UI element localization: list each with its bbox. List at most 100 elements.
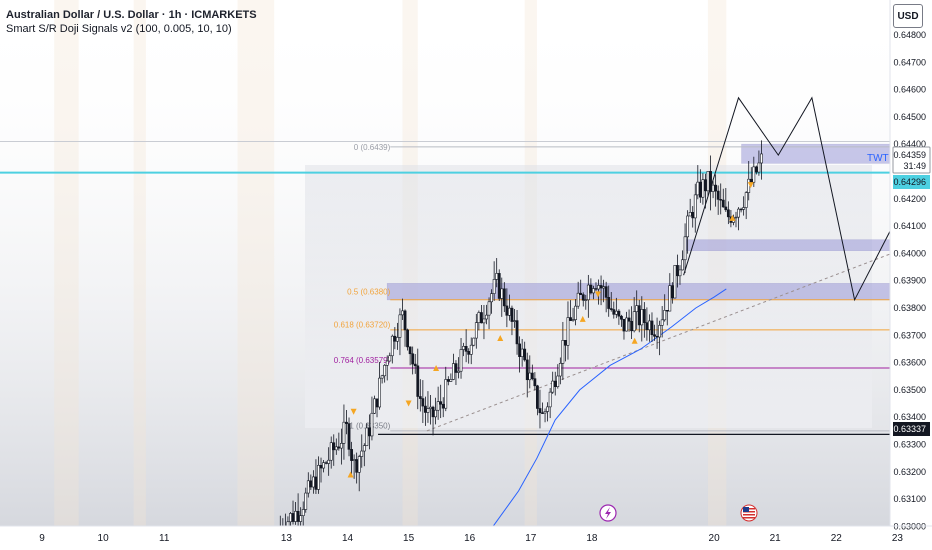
candle-body xyxy=(579,292,583,295)
fib-1-label: 1 (0.63350) xyxy=(349,421,390,430)
candle-body xyxy=(706,171,710,192)
candle-body xyxy=(546,406,550,412)
currency-button[interactable]: USD xyxy=(893,4,923,28)
zone-box[interactable] xyxy=(386,283,932,301)
time-axis-ticks: 9101113141516171820212223242527 xyxy=(39,533,903,544)
black-level-price: 0.63337 xyxy=(893,424,926,434)
price-tick: 0.63400 xyxy=(893,412,926,422)
candle-body xyxy=(520,348,524,357)
candle-body xyxy=(291,513,295,522)
price-tick: 0.64600 xyxy=(893,85,926,95)
candle-body xyxy=(757,162,761,173)
candle-body xyxy=(553,380,557,388)
symbol-title[interactable]: Australian Dollar / U.S. Dollar · 1h · I… xyxy=(6,9,257,21)
candle-body xyxy=(388,355,392,362)
candle-body xyxy=(688,212,692,217)
time-axis-background xyxy=(0,526,890,550)
candle-body xyxy=(301,509,305,516)
time-tick: 18 xyxy=(586,533,598,544)
candle-body xyxy=(357,456,361,473)
candle-body xyxy=(676,265,679,277)
candle-body xyxy=(734,216,738,219)
candle-body xyxy=(541,412,544,414)
candle-body xyxy=(714,184,718,192)
event-icon[interactable] xyxy=(599,504,617,522)
candle-body xyxy=(485,314,488,320)
candle-body xyxy=(627,317,631,322)
zone-box[interactable] xyxy=(741,143,932,164)
candle-body xyxy=(607,297,611,309)
candle-body xyxy=(536,385,539,409)
candle-body xyxy=(424,405,427,413)
candle-body xyxy=(655,335,659,338)
lightning-icon xyxy=(605,507,611,519)
candle-body xyxy=(665,310,669,312)
candle-body xyxy=(304,492,308,510)
candle-body xyxy=(472,337,476,346)
candle-body xyxy=(383,365,387,377)
candle-body xyxy=(525,359,529,381)
candle-body xyxy=(609,308,613,310)
candle-body xyxy=(395,337,399,342)
candle-body xyxy=(637,305,641,326)
time-tick: 10 xyxy=(98,533,110,544)
price-axis-background xyxy=(890,0,932,526)
candle-body xyxy=(342,421,346,444)
signal-marker xyxy=(350,408,357,415)
candle-body xyxy=(505,305,509,316)
candle-body xyxy=(513,320,516,322)
signal-marker xyxy=(433,365,440,372)
candle-body xyxy=(314,476,318,490)
candle-body xyxy=(502,288,506,307)
candle-body xyxy=(480,312,483,324)
price-axis[interactable] xyxy=(889,0,932,526)
time-axis[interactable] xyxy=(0,525,932,550)
candle-body xyxy=(648,320,651,331)
candle-body xyxy=(747,178,751,193)
candle-body xyxy=(760,153,763,164)
price-tick: 0.63300 xyxy=(893,440,926,450)
black-level-tag: 0.63337 xyxy=(893,422,930,436)
candle-body xyxy=(429,406,432,409)
candle-body xyxy=(604,286,608,298)
candle-body xyxy=(449,379,453,382)
candle-body xyxy=(411,353,415,365)
candle-body xyxy=(487,301,491,316)
candle-body xyxy=(668,285,672,312)
candle-body xyxy=(523,348,527,361)
price-tick: 0.63100 xyxy=(893,494,926,504)
candle-body xyxy=(482,318,486,324)
signal-marker xyxy=(405,400,412,407)
candle-body xyxy=(510,307,514,322)
price-tick: 0.63800 xyxy=(893,303,926,313)
candle-body xyxy=(754,166,758,173)
candle-body xyxy=(739,208,743,211)
candle-body xyxy=(306,480,310,494)
projection-path xyxy=(683,96,932,302)
candle-body xyxy=(452,363,455,380)
candle-body xyxy=(660,319,664,326)
candle-body xyxy=(403,310,407,331)
signal-marker xyxy=(729,214,736,221)
candle-body xyxy=(658,325,662,338)
candle-body xyxy=(693,194,697,219)
candle-body xyxy=(418,396,422,399)
candle-body xyxy=(574,305,578,320)
candle-body xyxy=(439,401,443,405)
candle-body xyxy=(678,269,682,277)
indicator-legend[interactable]: Smart S/R Doji Signals v2 (100, 0.005, 1… xyxy=(6,23,232,35)
time-tick: 9 xyxy=(39,533,45,544)
candle-body xyxy=(462,345,465,350)
candle-body xyxy=(299,515,303,522)
us-flag-icon[interactable] xyxy=(740,504,758,522)
candle-body xyxy=(696,181,700,196)
price-tick: 0.64200 xyxy=(893,194,926,204)
candle-body xyxy=(378,377,381,408)
candle-body xyxy=(334,446,338,451)
candle-body xyxy=(337,446,341,449)
session-band xyxy=(54,0,79,526)
candle-body xyxy=(586,284,590,301)
candle-body xyxy=(289,513,292,523)
candle-body xyxy=(492,279,496,294)
